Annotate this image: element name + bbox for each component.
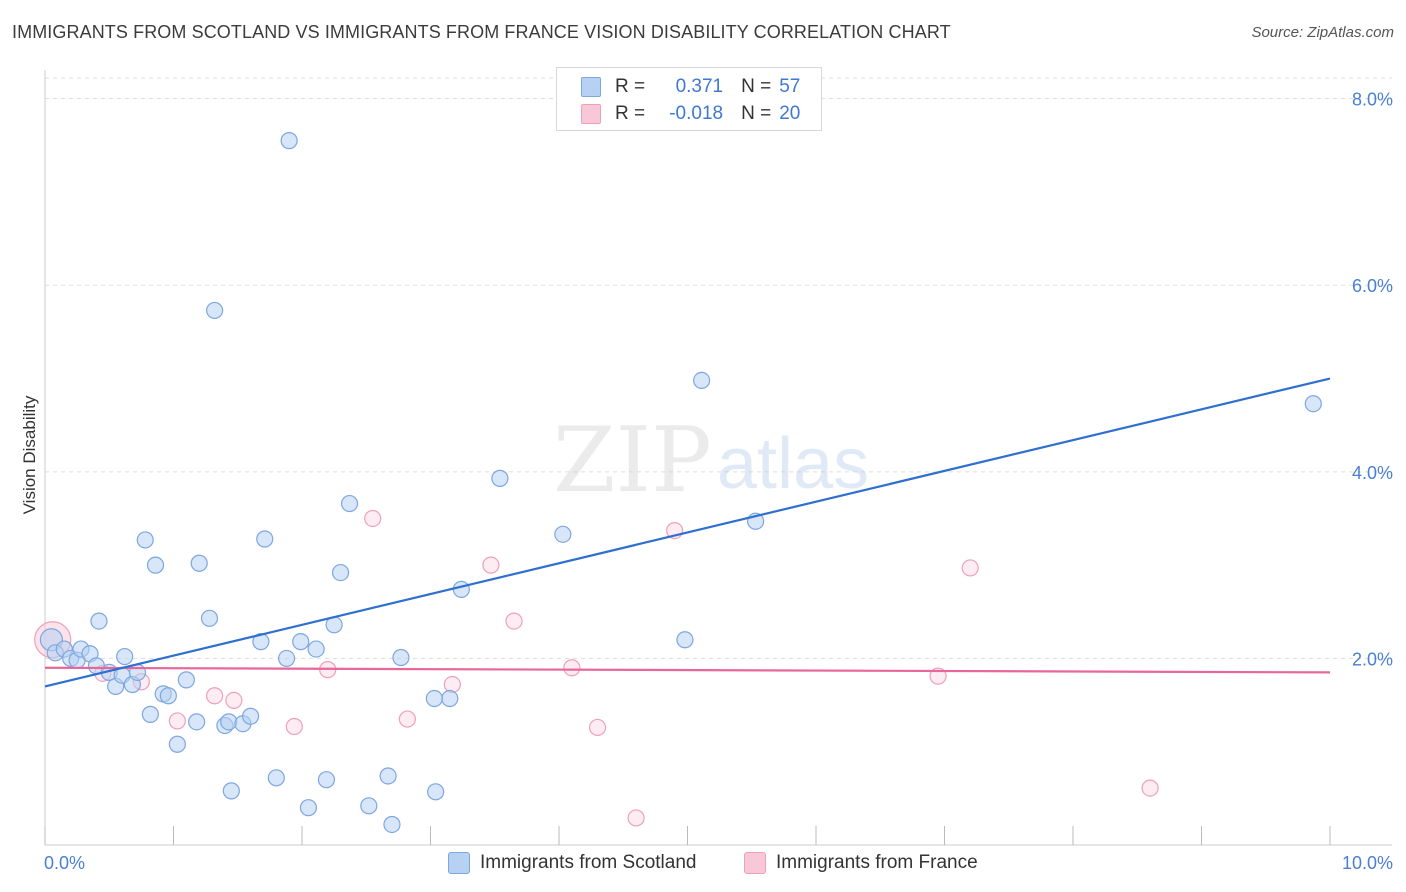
scotland-point bbox=[491, 469, 509, 487]
scotland-point bbox=[317, 771, 336, 789]
scotland-point bbox=[307, 640, 325, 658]
france-point bbox=[443, 675, 461, 694]
scotland-point bbox=[441, 689, 459, 708]
y-tick-label: 2.0% bbox=[1352, 649, 1393, 669]
watermark-zip: ZIP bbox=[553, 408, 712, 513]
france-n-value: 20 bbox=[779, 103, 801, 124]
y-axis-label: Vision Disability bbox=[20, 395, 39, 514]
x-tick-label-max: 10.0% bbox=[1342, 853, 1393, 873]
y-tick-label: 8.0% bbox=[1352, 90, 1393, 110]
grid-lines bbox=[45, 77, 1392, 659]
france-point bbox=[285, 717, 303, 736]
legend-item-france[interactable]: Immigrants from France bbox=[744, 852, 978, 874]
scotland-trend-line bbox=[44, 377, 1331, 688]
scotland-point bbox=[340, 494, 359, 513]
france-point bbox=[1141, 779, 1159, 797]
scotland-point bbox=[392, 648, 410, 667]
scotland-point bbox=[220, 713, 238, 731]
scotland-point bbox=[146, 556, 165, 574]
scotland-point bbox=[136, 531, 154, 549]
scotland-n-label: N = bbox=[741, 76, 772, 97]
scotland-point bbox=[676, 631, 694, 649]
x-tick-label-min: 0.0% bbox=[44, 853, 85, 873]
watermark: ZIP atlas bbox=[553, 408, 869, 513]
scotland-legend-swatch bbox=[448, 852, 470, 874]
france-point bbox=[168, 712, 186, 730]
legend-item-scotland[interactable]: Immigrants from Scotland bbox=[448, 852, 696, 874]
scotland-point bbox=[242, 707, 260, 725]
tick-labels: 2.0% 4.0% 6.0% 8.0% 0.0% 10.0% bbox=[44, 90, 1393, 873]
scotland-point bbox=[554, 525, 572, 543]
france-point bbox=[563, 659, 581, 677]
france-r-value: -0.018 bbox=[669, 103, 724, 124]
scotland-point bbox=[425, 689, 443, 708]
scotland-point bbox=[1304, 395, 1322, 413]
scotland-point bbox=[141, 705, 159, 723]
scotland-point bbox=[452, 580, 470, 598]
france-trend-line bbox=[44, 666, 1331, 674]
france-point bbox=[961, 559, 979, 577]
scotland-point bbox=[427, 783, 445, 801]
correlation-legend: R = 0.371 N = 57 R = -0.018 N = 20 bbox=[556, 67, 822, 131]
scotland-point bbox=[159, 687, 177, 705]
france-point bbox=[482, 556, 500, 574]
scotland-point bbox=[168, 735, 186, 753]
scotland-point bbox=[177, 671, 195, 689]
france-point bbox=[364, 509, 382, 528]
scotland-n-value: 57 bbox=[779, 76, 801, 97]
scotland-point bbox=[206, 301, 224, 320]
scotland-point bbox=[360, 797, 378, 815]
france-swatch bbox=[581, 104, 601, 124]
legend-row-france: R = -0.018 N = 20 bbox=[581, 101, 800, 127]
watermark-atlas: atlas bbox=[717, 424, 869, 504]
france-point bbox=[225, 691, 243, 709]
france-point bbox=[398, 710, 416, 728]
france-n-label: N = bbox=[741, 103, 772, 124]
scotland-point bbox=[277, 649, 296, 668]
scotland-r-value: 0.371 bbox=[675, 76, 724, 97]
scotland-point bbox=[90, 612, 108, 630]
scotland-point bbox=[256, 530, 274, 548]
axes bbox=[44, 70, 1392, 846]
scotland-point bbox=[222, 782, 240, 800]
france-point bbox=[627, 809, 645, 827]
scotland-points bbox=[39, 132, 1322, 834]
france-point bbox=[206, 687, 224, 705]
scotland-point bbox=[116, 647, 134, 666]
scotland-point bbox=[331, 563, 350, 582]
scotland-point bbox=[190, 554, 208, 572]
scotland-point bbox=[267, 769, 285, 787]
france-point bbox=[929, 667, 947, 685]
france-point bbox=[588, 718, 607, 737]
scotland-point bbox=[188, 713, 206, 731]
scotland-swatch bbox=[581, 77, 601, 97]
scotland-r-label: R = bbox=[615, 76, 646, 97]
legend-label-france: Immigrants from France bbox=[776, 852, 978, 873]
scotland-point bbox=[280, 132, 298, 150]
y-tick-label: 6.0% bbox=[1352, 276, 1393, 296]
france-r-label: R = bbox=[615, 103, 646, 124]
y-tick-label: 4.0% bbox=[1352, 463, 1393, 483]
legend-row-scotland: R = 0.371 N = 57 bbox=[581, 74, 800, 100]
france-legend-swatch bbox=[744, 852, 766, 874]
source-label: Source: ZipAtlas.com bbox=[1251, 24, 1394, 41]
france-point bbox=[505, 612, 523, 630]
scotland-point bbox=[200, 609, 219, 627]
scotland-point bbox=[299, 799, 318, 817]
scotland-point bbox=[128, 663, 147, 682]
chart-title: IMMIGRANTS FROM SCOTLAND VS IMMIGRANTS F… bbox=[12, 22, 951, 42]
scotland-point bbox=[379, 767, 397, 785]
scotland-point bbox=[693, 371, 711, 390]
scotland-point bbox=[383, 815, 401, 834]
trend-lines bbox=[44, 377, 1331, 688]
series-legend: Immigrants from Scotland Immigrants from… bbox=[0, 852, 1406, 878]
scotland-point bbox=[292, 633, 310, 651]
legend-label-scotland: Immigrants from Scotland bbox=[480, 852, 697, 873]
